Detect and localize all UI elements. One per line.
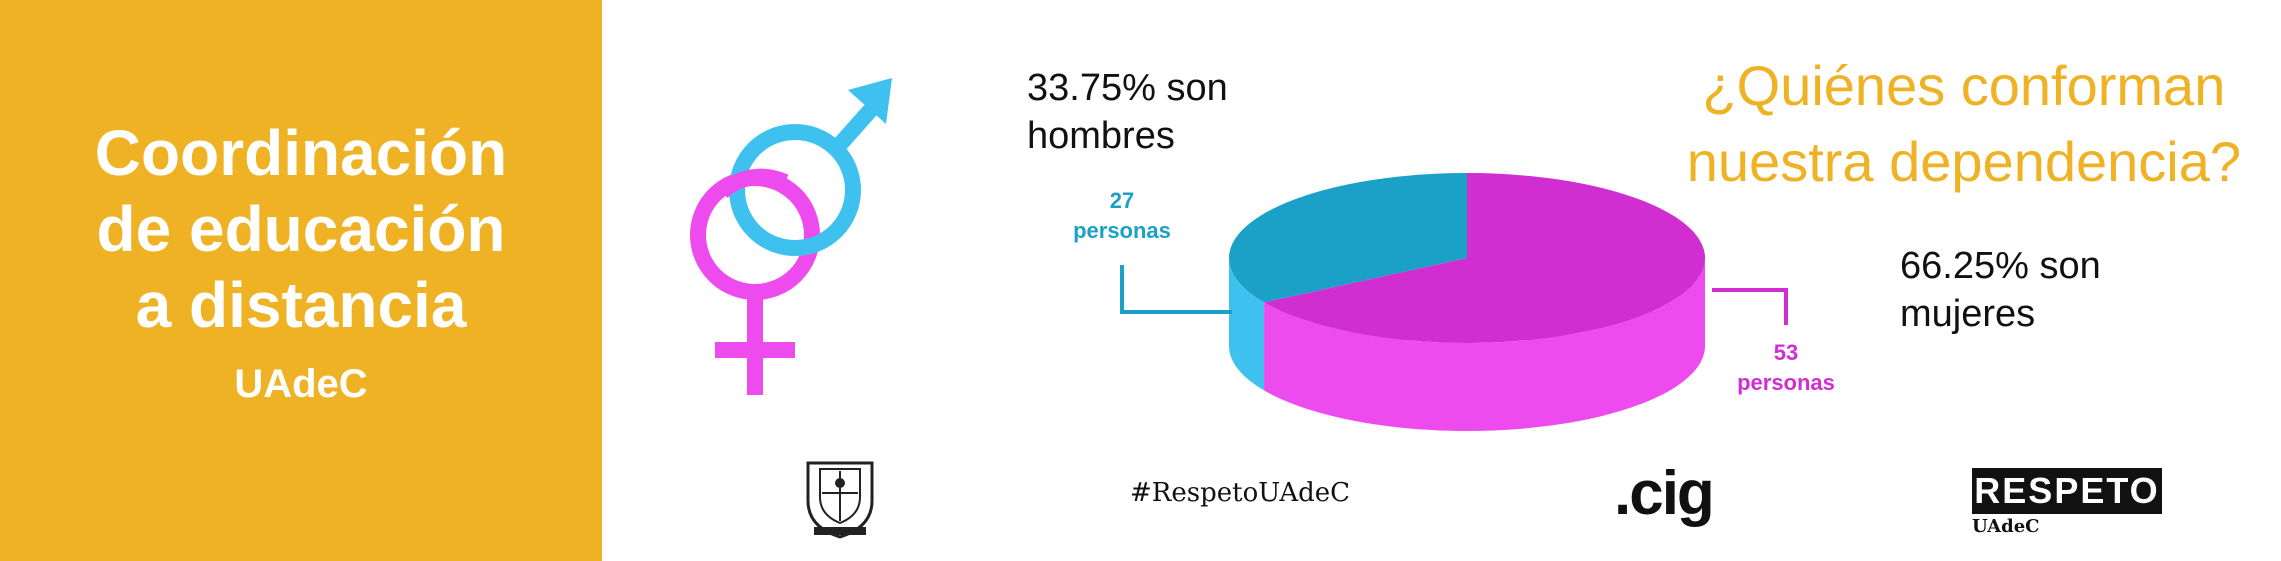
men-stat-line: 33.75% son — [1027, 67, 1228, 109]
pie-slice-hombres — [1229, 173, 1467, 303]
data-label-women-unit: personas — [1737, 370, 1835, 395]
pie-leader-lines — [1120, 265, 1788, 325]
pie-side-mujeres — [1264, 258, 1705, 432]
men-stat-line: hombres — [1027, 115, 1175, 157]
female-symbol-overlap-icon — [716, 168, 789, 199]
data-label-women: 53 personas — [1737, 340, 1835, 395]
university-crest-icon — [806, 461, 874, 539]
heading-line: nuestra dependencia? — [1686, 130, 2241, 193]
data-label-men: 27 personas — [1073, 188, 1171, 243]
pie-slices — [1229, 173, 1706, 343]
chart-heading: ¿Quiénes conforman nuestra dependencia? — [1687, 48, 2241, 200]
men-percentage-text: 33.75% son hombres — [1027, 64, 1228, 160]
male-female-symbols-icon — [690, 78, 892, 395]
hashtag-text: #RespetoUAdeC — [1130, 478, 1351, 508]
respeto-logo-box: RESPETO — [1972, 468, 2162, 514]
cig-logo: .cig — [1614, 458, 1715, 529]
pie-slice-mujeres — [1264, 173, 1706, 343]
title-panel: Coordinación de educación a distancia UA… — [0, 0, 602, 561]
panel-title-line: a distancia — [135, 269, 467, 341]
panel-title: Coordinación de educación a distancia — [0, 115, 602, 343]
data-label-women-value: 53 — [1774, 340, 1798, 365]
leader-line-hombres — [1120, 265, 1232, 314]
respeto-logo: RESPETO UAdeC — [1972, 468, 2162, 537]
panel-title-line: Coordinación — [94, 117, 508, 189]
respeto-logo-sub: UAdeC — [1972, 516, 2040, 537]
cig-logo-text: .cig — [1614, 459, 1715, 528]
data-label-men-unit: personas — [1073, 218, 1171, 243]
panel-subtitle: UAdeC — [234, 362, 368, 406]
leader-line-mujeres — [1712, 288, 1788, 325]
pie-side-hombres — [1229, 258, 1265, 391]
male-arrow-icon — [848, 78, 892, 124]
women-stat-line: 66.25% son — [1900, 245, 2101, 287]
pie-sides — [1229, 258, 1705, 432]
women-percentage-text: 66.25% son mujeres — [1900, 242, 2101, 338]
data-label-men-value: 27 — [1110, 188, 1134, 213]
heading-line: ¿Quiénes conforman — [1702, 54, 2226, 117]
women-stat-line: mujeres — [1900, 293, 2036, 335]
panel-title-line: de educación — [96, 193, 506, 265]
